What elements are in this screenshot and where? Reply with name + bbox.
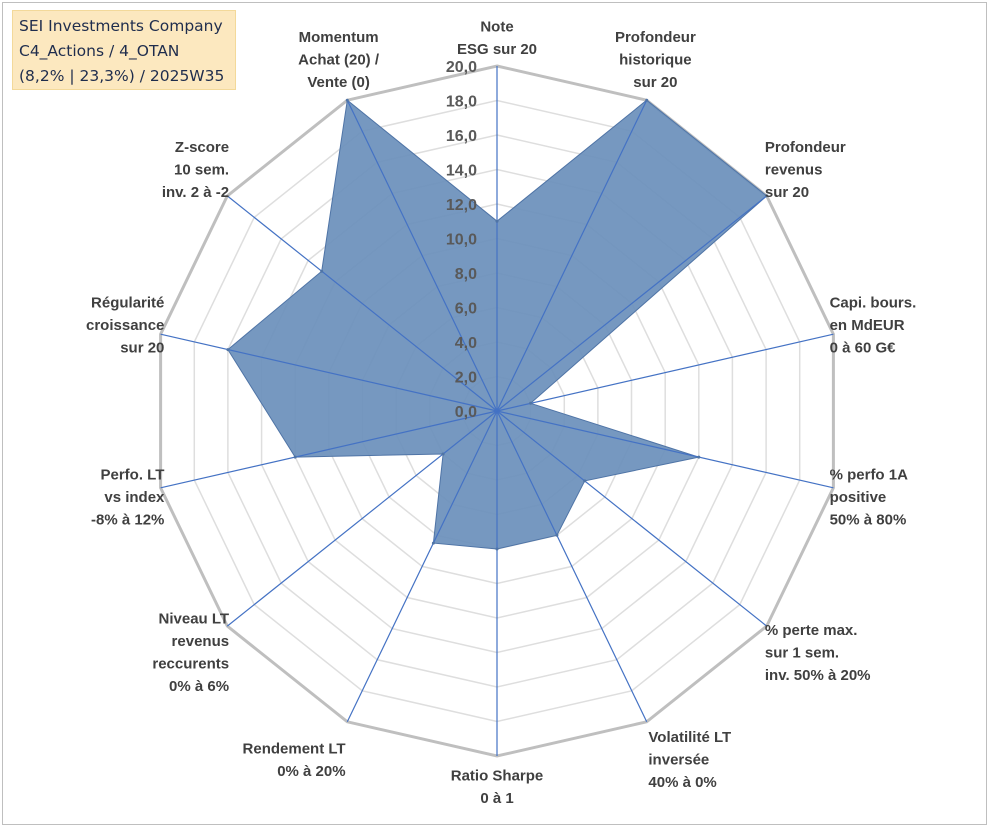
data-point-12 [226,348,230,352]
tick-label: 14,0 [446,163,477,180]
tick-label: 20,0 [446,59,477,76]
stats-line: (8,2% | 23,3%) / 2025W35 [19,67,225,85]
spoke-7 [496,410,648,723]
axis-label-8: Ratio Sharpe 0 à 1 [451,767,544,807]
data-point-10 [441,452,445,456]
tick-label: 18,0 [446,94,477,111]
axis-label-9: Rendement LT 0% à 20% [243,740,346,780]
axis-label-12: Régularité croissance sur 20 [86,294,164,356]
spoke-4 [496,333,834,412]
spoke-11 [160,410,498,489]
data-point-6 [583,479,587,483]
axis-label-4: Capi. bours. en MdEUR 0 à 60 G€ [830,294,917,356]
spoke-6 [496,410,768,627]
axis-label-11: Perfo. LT vs index -8% à 12% [91,467,165,529]
axis-label-13: Z-score 10 sem. inv. 2 à -2 [162,139,229,201]
tick-label: 6,0 [455,301,477,318]
spoke-12 [160,333,498,412]
axis-label-5: % perfo 1A positive 50% à 80% [830,467,909,529]
axis-label-10: Niveau LT revenus reccurents 0% à 6% [152,611,229,696]
data-point-11 [293,455,297,459]
portfolio-line: C4_Actions / 4_OTAN [19,42,180,60]
axis-label-14: Momentum Achat (20) / Vente (0) [298,29,380,91]
spoke-14 [346,99,498,412]
data-point-8 [495,547,499,551]
tick-label: 0,0 [455,404,477,421]
spoke-3 [496,195,768,412]
data-point-9 [431,541,435,545]
data-point-2 [645,98,649,102]
data-point-7 [555,533,559,537]
spoke-2 [496,99,648,412]
axis-label-2: Profondeur historique sur 20 [615,29,696,91]
spoke-13 [226,195,498,412]
data-point-1 [495,219,499,223]
axis-label-7: Volatilité LT inversée 40% à 0% [648,729,731,791]
data-point-14 [345,98,349,102]
spoke-5 [496,410,834,489]
tick-label: 2,0 [455,370,477,387]
axis-label-3: Profondeur revenus sur 20 [765,139,846,201]
tick-label: 10,0 [446,232,477,249]
tick-label: 8,0 [455,266,477,283]
data-point-13 [320,269,324,273]
axis-label-1: Note ESG sur 20 [457,18,537,58]
data-point-4 [529,401,533,405]
spoke-9 [346,410,498,723]
tick-label: 12,0 [446,197,477,214]
info-box: SEI Investments Company C4_Actions / 4_O… [12,10,236,90]
spoke-10 [226,410,498,627]
data-point-5 [697,455,701,459]
company-name: SEI Investments Company [19,17,223,35]
tick-label: 16,0 [446,128,477,145]
tick-label: 4,0 [455,335,477,352]
axis-label-6: % perte max. sur 1 sem. inv. 50% à 20% [765,622,871,684]
data-point-3 [765,194,769,198]
